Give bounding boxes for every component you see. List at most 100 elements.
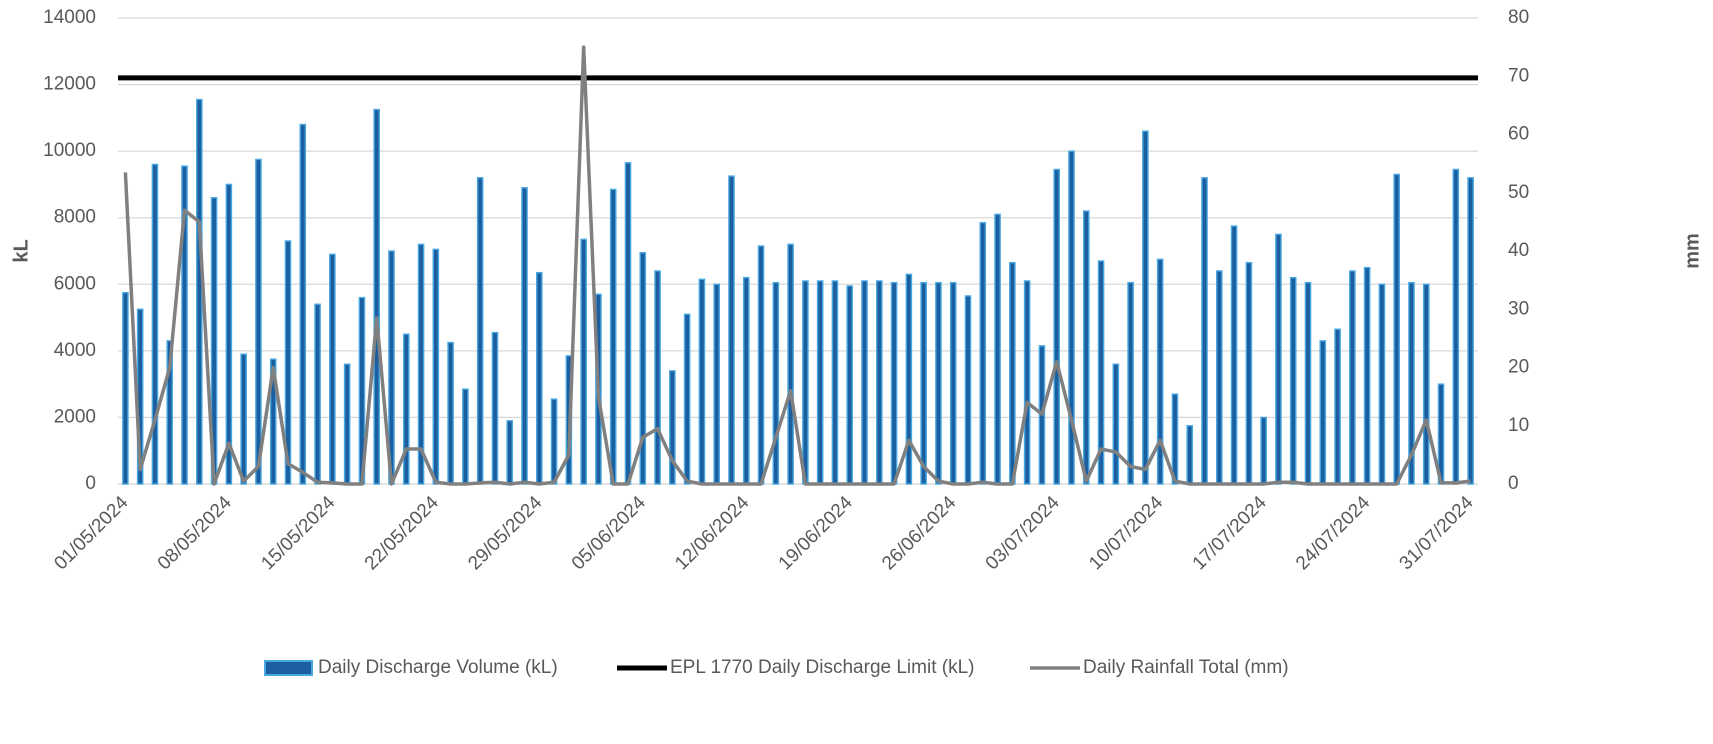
bar (1171, 393, 1179, 485)
x-tick-label: 24/07/2024 (1292, 492, 1374, 574)
y-tick-label: 4000 (54, 340, 96, 361)
bar (1245, 261, 1253, 485)
bar (284, 240, 292, 485)
bar (905, 273, 913, 485)
bar (994, 213, 1001, 485)
y2-tick-label: 20 (1508, 357, 1529, 378)
bar (506, 420, 514, 485)
bar (343, 363, 351, 485)
bar (964, 295, 972, 485)
bar (1334, 328, 1341, 485)
y2-axis-title: mm (1681, 233, 1703, 269)
bar (728, 175, 735, 485)
legend-swatch (264, 660, 313, 676)
bar (151, 163, 159, 485)
y2-tick-label: 80 (1508, 7, 1529, 28)
bar (447, 341, 454, 485)
bar (846, 285, 854, 485)
bar (181, 165, 188, 485)
y2-tick-label: 10 (1508, 415, 1529, 436)
bar (639, 251, 647, 485)
bar (240, 353, 247, 485)
bar (1127, 281, 1134, 485)
bar (1097, 260, 1105, 485)
y-tick-label: 12000 (43, 74, 96, 95)
bar (1408, 281, 1415, 485)
bar (196, 98, 203, 485)
bar (979, 222, 987, 485)
bar (299, 123, 307, 485)
bar (1023, 280, 1031, 485)
bar (669, 370, 676, 485)
y2-tick-label: 70 (1508, 65, 1529, 86)
bar (166, 340, 174, 485)
bar (1393, 173, 1400, 485)
bar (476, 177, 484, 485)
bar (816, 280, 824, 485)
x-tick-label: 31/07/2024 (1396, 492, 1478, 574)
bar (683, 313, 691, 485)
bar (491, 331, 499, 485)
y-tick-label: 0 (85, 473, 96, 494)
bar (1275, 233, 1282, 485)
bar (1422, 283, 1430, 485)
bar (861, 280, 868, 485)
x-tick-label: 08/05/2024 (154, 492, 236, 574)
bar (1142, 130, 1149, 485)
x-tick-label: 03/07/2024 (982, 492, 1064, 574)
bar (1319, 340, 1327, 485)
bar (1053, 168, 1060, 485)
x-tick-label: 05/06/2024 (568, 492, 650, 574)
legend-label: Daily Discharge Volume (kL) (318, 657, 558, 678)
bar (417, 243, 425, 485)
bar (402, 333, 410, 485)
x-tick-label: 22/05/2024 (361, 492, 443, 574)
bar (1156, 258, 1164, 485)
bar (757, 245, 765, 485)
bar (269, 358, 277, 485)
bar (1230, 225, 1238, 485)
x-tick-label: 01/05/2024 (50, 492, 132, 574)
bar (1363, 266, 1371, 485)
x-tick-label: 10/07/2024 (1085, 492, 1167, 574)
bar (949, 281, 957, 485)
bar (329, 253, 336, 485)
bar (742, 276, 750, 485)
rain-line (123, 45, 1471, 486)
bar (1009, 261, 1016, 485)
bar (1452, 168, 1460, 485)
bar (225, 183, 233, 485)
bar (122, 291, 129, 485)
bar (876, 280, 883, 485)
bar (698, 278, 706, 485)
bar (373, 108, 380, 485)
y2-tick-label: 0 (1508, 473, 1519, 494)
x-tick-label: 19/06/2024 (775, 492, 857, 574)
bar (831, 280, 839, 485)
bar (1216, 270, 1223, 485)
x-tick-label: 17/07/2024 (1189, 492, 1271, 574)
bar (787, 243, 794, 485)
x-tick-label: 26/06/2024 (878, 492, 960, 574)
y-tick-label: 14000 (43, 7, 96, 28)
bar (1201, 177, 1208, 485)
bar (609, 188, 617, 485)
bar (536, 271, 543, 485)
bar (624, 162, 632, 485)
bar (1068, 150, 1075, 485)
y2-tick-label: 40 (1508, 240, 1529, 261)
bar (314, 303, 321, 485)
legend-label: EPL 1770 Daily Discharge Limit (kL) (670, 657, 974, 678)
bar (713, 283, 720, 485)
bar (935, 281, 942, 485)
bar (580, 238, 587, 485)
bar (1260, 416, 1267, 485)
bar (772, 281, 780, 485)
bar (1467, 177, 1474, 485)
y-tick-label: 2000 (54, 406, 96, 427)
bar (1304, 281, 1312, 485)
x-tick-label: 15/05/2024 (257, 492, 339, 574)
bar (1349, 270, 1356, 485)
